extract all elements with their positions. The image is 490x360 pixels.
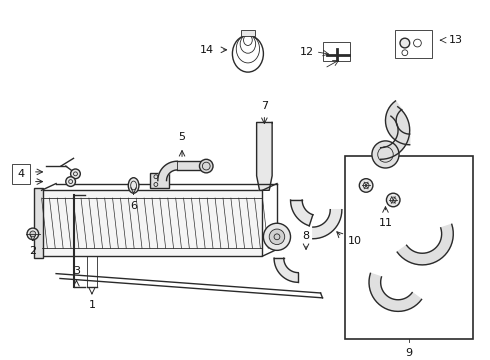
Bar: [241, 31, 255, 36]
Polygon shape: [257, 122, 272, 190]
Bar: [34, 188, 44, 258]
Text: 6: 6: [130, 201, 137, 211]
Text: 5: 5: [178, 132, 186, 142]
Polygon shape: [274, 258, 298, 282]
Ellipse shape: [27, 228, 39, 240]
Text: 2: 2: [29, 246, 36, 256]
Bar: [395, 31, 432, 58]
Text: 12: 12: [300, 47, 314, 57]
Bar: [42, 190, 263, 256]
Polygon shape: [397, 224, 453, 265]
Polygon shape: [291, 200, 313, 226]
Text: 3: 3: [73, 266, 80, 275]
Circle shape: [269, 229, 285, 244]
Polygon shape: [313, 210, 342, 239]
Ellipse shape: [30, 231, 36, 237]
Bar: [150, 173, 170, 188]
Text: 9: 9: [405, 348, 412, 358]
Circle shape: [387, 193, 400, 207]
Text: 7: 7: [261, 101, 268, 111]
Circle shape: [264, 223, 291, 250]
Text: 11: 11: [378, 219, 392, 228]
Bar: [177, 161, 204, 170]
Circle shape: [71, 169, 80, 179]
Polygon shape: [381, 107, 410, 159]
Circle shape: [359, 179, 373, 192]
Text: 1: 1: [88, 300, 96, 310]
Circle shape: [372, 141, 399, 168]
Text: 14: 14: [200, 45, 214, 55]
Bar: [322, 42, 350, 62]
Bar: [12, 164, 30, 184]
Circle shape: [199, 159, 213, 173]
Text: 8: 8: [302, 231, 310, 241]
Bar: [345, 156, 473, 338]
Polygon shape: [158, 161, 177, 181]
Circle shape: [66, 177, 75, 186]
Polygon shape: [386, 101, 410, 145]
Text: 13: 13: [448, 35, 463, 45]
Text: 4: 4: [18, 169, 25, 179]
Ellipse shape: [128, 178, 139, 193]
Text: 10: 10: [348, 236, 362, 246]
Circle shape: [400, 38, 410, 48]
Polygon shape: [369, 273, 421, 311]
